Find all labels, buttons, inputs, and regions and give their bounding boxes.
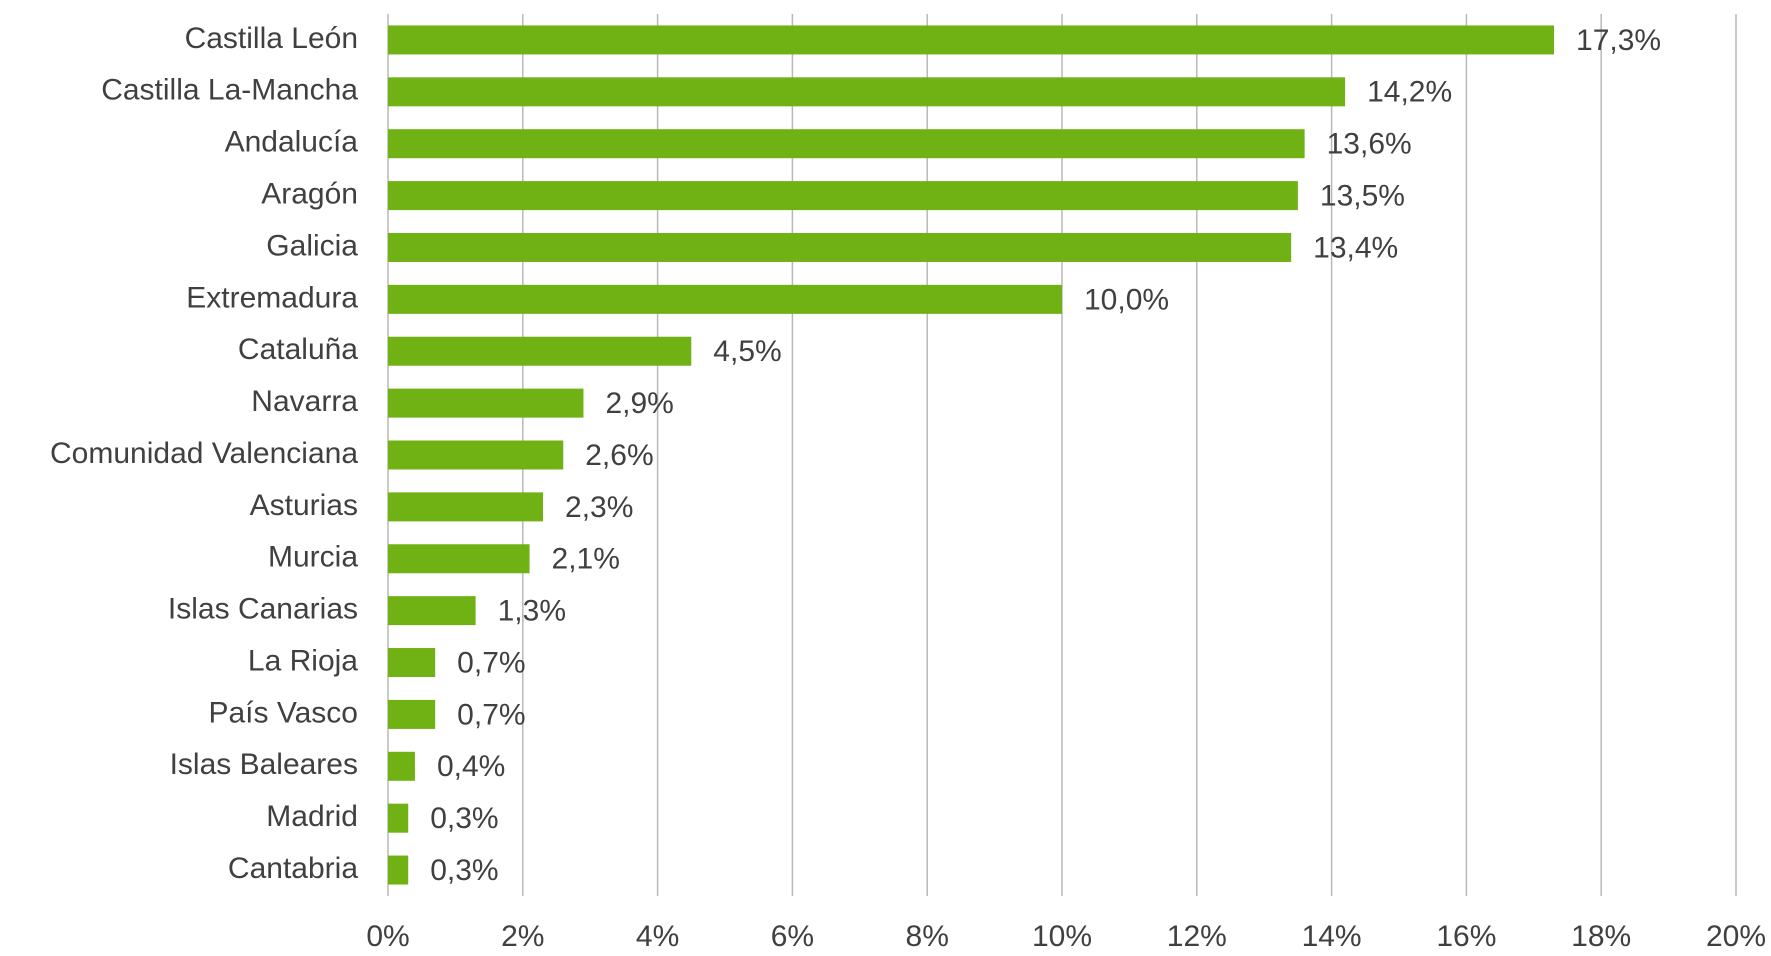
value-label: 13,4% xyxy=(1313,231,1398,264)
y-tick-label: Galicia xyxy=(266,229,358,262)
y-tick-label: Islas Canarias xyxy=(168,593,358,626)
bar xyxy=(388,648,436,678)
y-tick-label: Navarra xyxy=(251,385,358,418)
y-tick-label: Castilla La-Mancha xyxy=(101,74,358,107)
bar xyxy=(388,492,544,522)
bar xyxy=(388,544,530,574)
y-tick-label: Murcia xyxy=(268,541,358,574)
x-tick-label: 20% xyxy=(1706,920,1766,952)
x-tick-label: 14% xyxy=(1302,920,1362,952)
x-tick-label: 18% xyxy=(1571,920,1631,952)
x-tick-label: 6% xyxy=(771,920,814,952)
y-tick-label: Cantabria xyxy=(228,852,358,885)
y-tick-label: Andalucía xyxy=(225,126,359,159)
y-tick-label: Cataluña xyxy=(238,333,358,366)
value-label: 0,7% xyxy=(457,698,525,731)
y-tick-label: Castilla León xyxy=(185,22,358,55)
value-label: 2,1% xyxy=(552,543,620,576)
x-tick-label: 16% xyxy=(1436,920,1496,952)
bar xyxy=(388,699,436,729)
bar xyxy=(388,284,1062,314)
value-label: 14,2% xyxy=(1367,76,1452,109)
value-label: 17,3% xyxy=(1576,24,1661,57)
x-tick-label: 4% xyxy=(636,920,679,952)
value-label: 0,7% xyxy=(457,646,525,679)
y-tick-label: Asturias xyxy=(250,489,358,522)
value-label: 0,3% xyxy=(430,802,498,835)
value-label: 2,3% xyxy=(565,491,633,524)
bar xyxy=(388,596,476,626)
x-tick-label: 10% xyxy=(1032,920,1092,952)
y-tick-label: La Rioja xyxy=(248,644,358,677)
bar xyxy=(388,181,1298,211)
y-tick-label: Aragón xyxy=(261,178,358,211)
bar xyxy=(388,803,409,833)
bar xyxy=(388,77,1346,107)
bar xyxy=(388,855,409,885)
value-label: 1,3% xyxy=(498,595,566,628)
bar xyxy=(388,232,1292,262)
x-tick-label: 8% xyxy=(906,920,949,952)
x-tick-label: 0% xyxy=(366,920,409,952)
bar xyxy=(388,440,564,470)
x-tick-label: 12% xyxy=(1167,920,1227,952)
y-tick-label: Madrid xyxy=(266,800,358,833)
bar xyxy=(388,129,1305,159)
x-tick-label: 2% xyxy=(501,920,544,952)
value-label: 0,3% xyxy=(430,854,498,887)
value-label: 2,6% xyxy=(585,439,653,472)
y-tick-label: Extremadura xyxy=(186,281,358,314)
bar xyxy=(388,25,1555,55)
bar xyxy=(388,751,415,781)
bar xyxy=(388,388,584,418)
value-label: 4,5% xyxy=(713,335,781,368)
value-label: 13,6% xyxy=(1327,128,1412,161)
value-label: 13,5% xyxy=(1320,180,1405,213)
y-tick-label: Islas Baleares xyxy=(170,748,358,781)
value-label: 0,4% xyxy=(437,750,505,783)
y-tick-label: País Vasco xyxy=(208,696,358,729)
value-label: 2,9% xyxy=(605,387,673,420)
y-tick-label: Comunidad Valenciana xyxy=(50,437,358,470)
value-label: 10,0% xyxy=(1084,283,1169,316)
bar xyxy=(388,336,692,366)
